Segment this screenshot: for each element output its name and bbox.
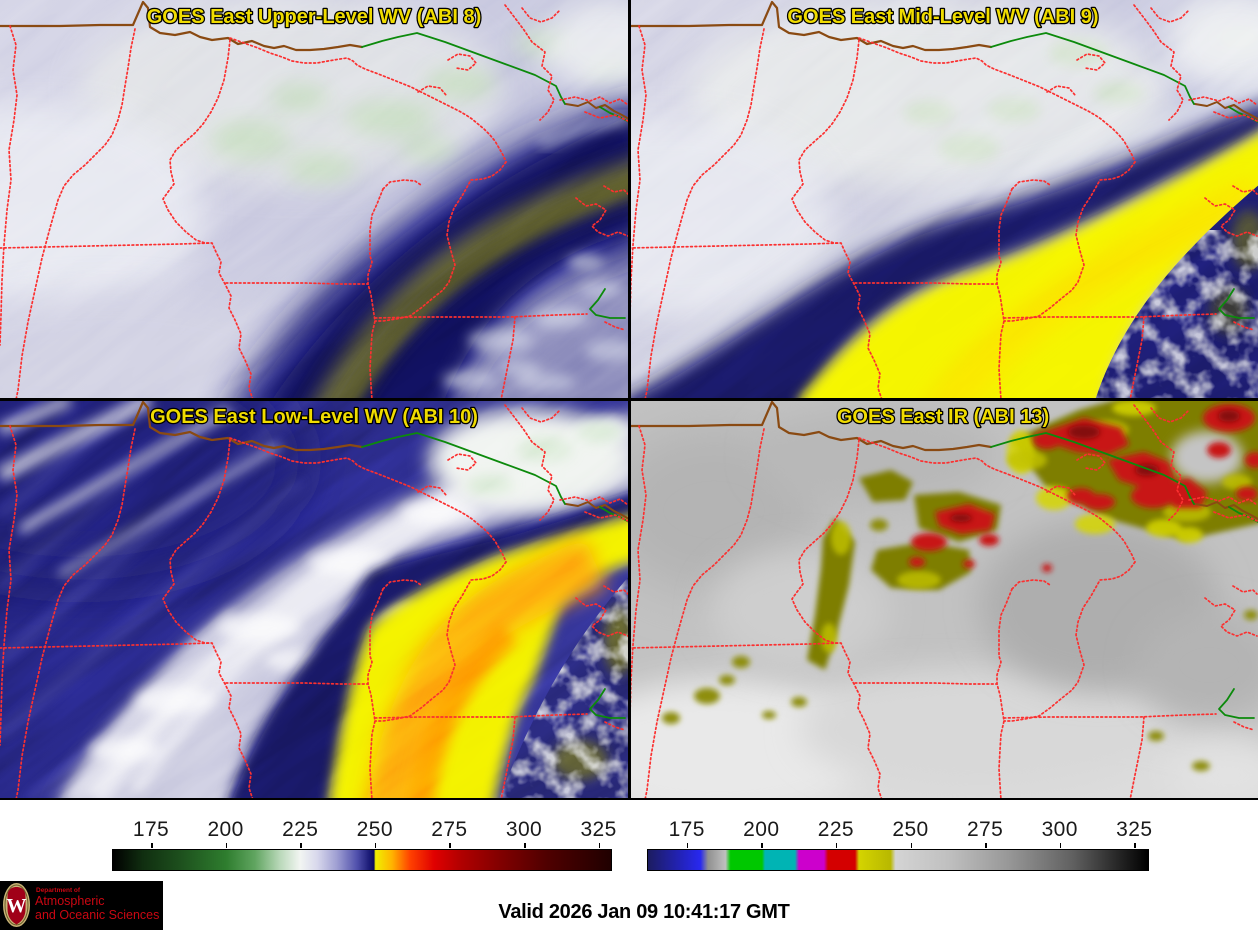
svg-text:W: W xyxy=(7,895,27,917)
svg-text:GOES East Low-Level WV (ABI 10: GOES East Low-Level WV (ABI 10) xyxy=(150,406,478,428)
svg-text:GOES East IR (ABI 13): GOES East IR (ABI 13) xyxy=(837,406,1049,428)
svg-text:GOES East Upper-Level WV (ABI: GOES East Upper-Level WV (ABI 8) xyxy=(147,6,482,28)
svg-text:GOES East Mid-Level WV (ABI 9): GOES East Mid-Level WV (ABI 9) xyxy=(787,6,1098,28)
